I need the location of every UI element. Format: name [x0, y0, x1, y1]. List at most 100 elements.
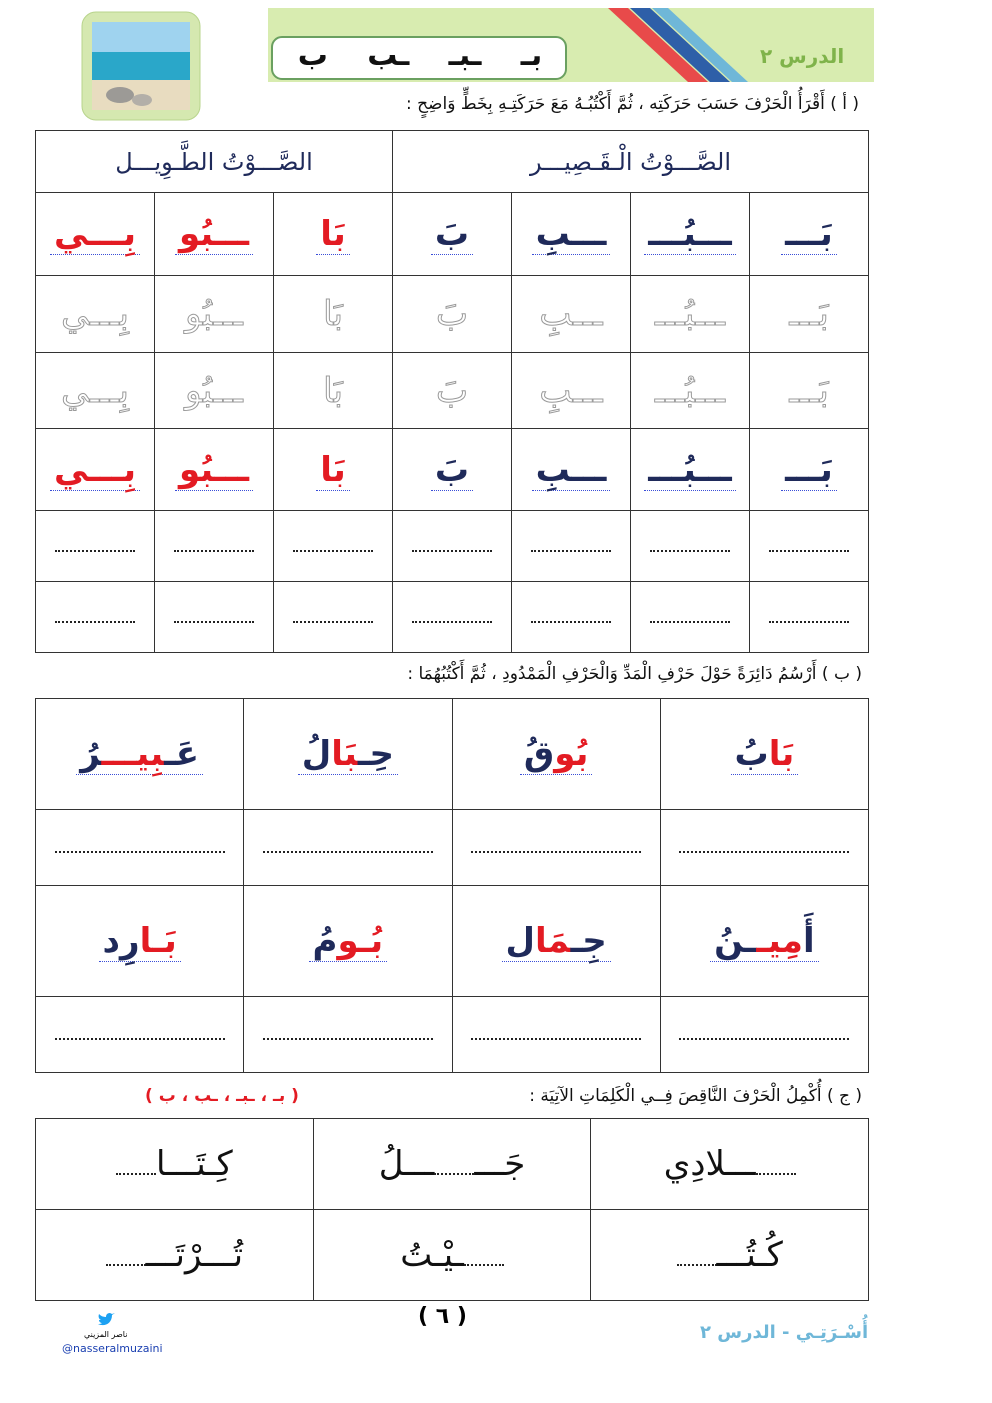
cell	[749, 510, 869, 582]
word-part: عَـ	[164, 734, 199, 774]
word-part: كُـتُـــ	[716, 1235, 783, 1275]
cell: بَا	[273, 352, 393, 429]
word-part: بُ	[734, 734, 769, 774]
letter: بَا	[316, 214, 350, 255]
letter: بَـــ	[781, 449, 837, 491]
letter: ـــبِ	[539, 294, 603, 335]
dotted-line	[54, 841, 225, 853]
word-part: جَـــ	[474, 1144, 526, 1184]
header-banner	[268, 8, 874, 82]
dotted-line	[650, 540, 730, 552]
letter: بِـــي	[61, 370, 130, 411]
cell	[451, 809, 661, 886]
handle: @nasseralmuzaini	[62, 1342, 163, 1355]
word-part: ـــلادِي	[663, 1144, 756, 1184]
cell: ـــبُو	[154, 352, 274, 429]
blank	[463, 1254, 504, 1266]
letter: ـــبُـــ	[644, 214, 736, 255]
letter: بَا	[323, 294, 344, 335]
letter: ـــبِ	[539, 370, 603, 411]
dotted-line	[55, 540, 135, 552]
short-title: الصَّـــوْتُ الْـقَـصِيـــر	[392, 130, 869, 193]
cell	[273, 581, 393, 653]
cell: بِـــي	[35, 352, 155, 429]
word: عَـبِيـــرُ	[76, 734, 203, 775]
cell	[659, 809, 870, 886]
cell	[630, 510, 750, 582]
cell: ـــبُـــ	[630, 275, 750, 353]
letter: بِـــي	[49, 449, 141, 491]
cell: ـــبُـــ	[630, 352, 750, 429]
table-a: الصَّـــوْتُ الْـقَـصِيـــر الصَّـــوْتُ …	[35, 130, 869, 653]
cell: بَ	[392, 275, 512, 353]
word-part: أَ	[802, 921, 815, 961]
word-part: حِـ	[357, 734, 395, 774]
letter: بَ	[435, 370, 468, 411]
word-part: كِـتَـــا	[156, 1144, 233, 1184]
dotted-line	[174, 540, 254, 552]
letter: ـــبِ	[531, 449, 611, 491]
cell	[273, 510, 393, 582]
dotted-line	[54, 1028, 225, 1040]
long-title: الصَّـــوْتُ الطَّـوِيـــل	[35, 130, 393, 193]
word-part: ـــلُ	[378, 1144, 435, 1184]
dotted-line	[769, 611, 849, 623]
dotted-line	[55, 611, 135, 623]
word: بُـومُ	[308, 921, 388, 962]
letter: بَا	[316, 449, 350, 491]
letter: ـبـ	[448, 38, 482, 73]
sea-picture	[81, 11, 201, 121]
word-row: أَمِيــنُ جِـمَال بُـومُ بَـارِد	[34, 885, 870, 997]
word-part: بَا	[331, 734, 358, 774]
page-number: ( ٦ )	[418, 1304, 467, 1329]
word-row: ـــلادِي جَـــ ـــلُ كِـتَـــا	[35, 1118, 869, 1210]
dotted-line	[262, 841, 433, 853]
cell: بِـــي	[35, 192, 155, 276]
letter: ـــبُو	[185, 370, 244, 411]
cell: بَـــ	[749, 192, 869, 276]
word-part: جِـ	[570, 921, 607, 961]
word-part: تُـــرْتَـــ	[145, 1235, 244, 1275]
dotted-line	[412, 540, 492, 552]
blank	[116, 1163, 157, 1175]
cell: بُـومُ	[243, 885, 453, 997]
word: جِـمَال	[501, 921, 611, 962]
table-c: ـــلادِي جَـــ ـــلُ كِـتَـــا كُـتُـــ ـيْـت…	[35, 1118, 869, 1301]
cell	[34, 996, 245, 1073]
cell	[243, 809, 453, 886]
word-part: بَـا	[139, 921, 177, 961]
dotted-line	[531, 611, 611, 623]
writing-row	[34, 809, 870, 886]
cell: ـــبِ	[511, 428, 631, 511]
cell: أَمِيــنُ	[659, 885, 870, 997]
cell: ـــلادِي	[590, 1118, 869, 1210]
cell	[34, 809, 245, 886]
word: حِـبَالُ	[297, 734, 399, 775]
cell: بِـــي	[35, 275, 155, 353]
word-part: ـيْـتُ	[400, 1235, 464, 1275]
letter: ـــبُـــ	[654, 370, 726, 411]
cell	[392, 581, 512, 653]
cell	[749, 581, 869, 653]
writing-row	[35, 510, 869, 582]
instruction: ( ج ) أُكْمِلُ الْحَرْفَ النَّاقِصَ فِــ…	[529, 1086, 862, 1106]
writing-row	[34, 996, 870, 1073]
cell	[451, 996, 661, 1073]
writing-row	[35, 581, 869, 653]
cell: كُـتُـــ	[590, 1209, 869, 1301]
blank	[105, 1254, 146, 1266]
letter: بِـــي	[49, 214, 141, 255]
letter-forms: بـ ـبـ ـب ب	[278, 38, 562, 78]
dotted-line	[769, 540, 849, 552]
letter: بَ	[430, 449, 474, 491]
word: بَـارِد	[98, 921, 181, 962]
cell: ـــبِ	[511, 275, 631, 353]
letter: ب	[297, 38, 328, 73]
cell: بَـــ	[749, 352, 869, 429]
cell: جَـــ ـــلُ	[312, 1118, 592, 1210]
letter: بَ	[435, 294, 468, 335]
cell	[392, 510, 512, 582]
dotted-line	[471, 1028, 642, 1040]
letter: ـب	[367, 38, 410, 73]
